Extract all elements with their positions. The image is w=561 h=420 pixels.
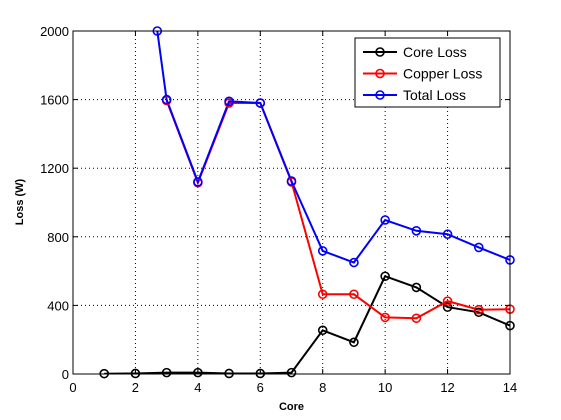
series-clip-group <box>104 31 510 374</box>
legend-marker-core-loss <box>375 47 385 57</box>
core-loss-point <box>224 368 234 379</box>
total-loss-point <box>286 176 297 186</box>
legend-label-core-loss: Core Loss <box>403 44 467 60</box>
x-tick-label: 4 <box>194 380 201 395</box>
total-loss-line <box>156 31 510 264</box>
total-loss-point <box>411 225 422 236</box>
axis-ticks: 0 2 4 6 8 10 12 14 0 400 800 1200 1600 2000 <box>40 24 517 395</box>
total-loss-point <box>224 96 234 107</box>
x-tick-label: 10 <box>378 380 392 395</box>
total-loss-point <box>317 246 328 256</box>
x-axis-title: Core <box>279 401 304 413</box>
y-tick-label: 0 <box>62 367 69 382</box>
legend-marker-total-loss <box>375 90 385 100</box>
x-tick-label: 12 <box>440 380 454 395</box>
x-tick-label: 0 <box>69 380 76 395</box>
copper-loss-point <box>349 289 359 300</box>
y-tick-label: 2000 <box>40 24 69 39</box>
total-loss-point <box>380 215 390 225</box>
core-loss-point <box>442 302 453 312</box>
copper-loss-point <box>317 289 328 300</box>
y-tick-label: 1600 <box>40 93 69 108</box>
core-loss-point <box>411 282 422 293</box>
core-loss-point <box>317 325 328 336</box>
legend-label-copper-loss: Copper Loss <box>403 66 482 82</box>
total-loss-point <box>161 94 172 105</box>
core-loss-point <box>161 367 172 378</box>
total-loss-point <box>193 177 203 187</box>
total-loss-point <box>255 98 266 108</box>
legend-marker-copper-loss <box>375 68 385 79</box>
total-loss-point <box>473 242 484 253</box>
y-axis-title: Loss (W) <box>14 178 26 225</box>
x-tick-label: 6 <box>257 380 264 395</box>
core-loss-point <box>193 367 203 378</box>
copper-loss-point <box>411 313 422 324</box>
x-tick-label: 2 <box>132 380 139 395</box>
y-tick-label: 800 <box>47 230 69 245</box>
total-loss-point <box>442 229 453 240</box>
x-tick-label: 8 <box>319 380 326 395</box>
copper-loss-point <box>473 304 484 315</box>
total-loss-point <box>349 257 359 268</box>
copper-loss-point <box>380 312 390 323</box>
plot-frame <box>72 30 511 375</box>
copper-loss-point <box>442 296 453 306</box>
core-loss-point <box>286 367 297 378</box>
core-loss-point <box>380 271 390 282</box>
y-tick-label: 400 <box>47 298 69 313</box>
legend-label-total-loss: Total Loss <box>403 87 466 103</box>
x-tick-label: 14 <box>503 380 517 395</box>
y-tick-label: 1200 <box>40 161 69 176</box>
core-loss-point <box>349 337 359 348</box>
legend: Core Loss Copper Loss Total Loss <box>354 37 501 108</box>
